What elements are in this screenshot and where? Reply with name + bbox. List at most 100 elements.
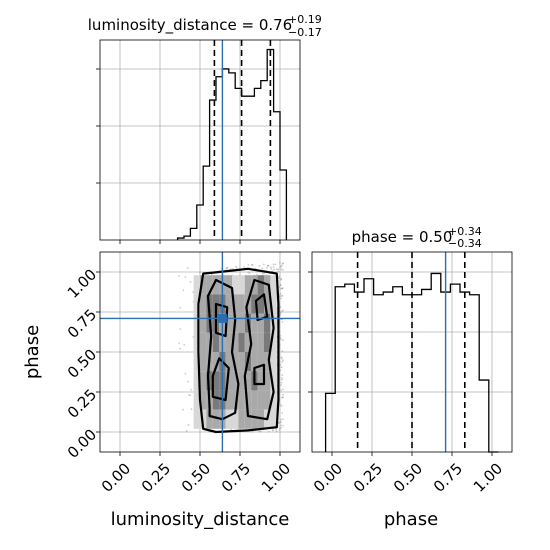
scatter-point — [279, 334, 282, 337]
luminosity-distance-marginal-grid — [96, 40, 300, 240]
density-cell-1 — [200, 275, 207, 295]
scatter-point — [226, 266, 229, 269]
scatter-point — [255, 273, 258, 276]
phase-lower-error: −0.34 — [448, 237, 482, 250]
inner-contour-4 — [253, 363, 266, 386]
phase-quantile-lines — [356, 252, 466, 452]
luminosity-distance-upper-error: +0.19 — [288, 13, 322, 26]
phase-upper-error: +0.34 — [448, 225, 482, 238]
scatter-point — [281, 374, 284, 377]
density-cell-62 — [257, 352, 264, 372]
scatter-point — [225, 268, 227, 270]
density-cell-66 — [200, 371, 207, 391]
joint-density-y-tick-labels: 0.00 0.25 0.50 0.75 1.00 — [64, 266, 100, 462]
luminosity-distance-median: 0.76 — [259, 16, 292, 34]
scatter-point — [272, 270, 274, 273]
scatter-point — [185, 430, 188, 432]
density-cell-48 — [251, 332, 258, 352]
density-cell-9 — [251, 275, 258, 295]
scatter-point — [182, 408, 184, 411]
scatter-point — [186, 267, 189, 270]
density-cell-57 — [225, 352, 232, 372]
scatter-point — [279, 292, 282, 295]
scatter-point — [268, 430, 270, 433]
density-cell-27 — [200, 313, 207, 333]
density-cell-72 — [238, 371, 245, 391]
density-cell-18 — [225, 294, 232, 314]
density-cell-55 — [212, 352, 220, 372]
scatter-point — [275, 428, 277, 431]
scatter-point — [270, 267, 273, 270]
scatter-point — [258, 264, 261, 267]
density-cell-50 — [264, 332, 271, 352]
joint-density-cells — [193, 275, 277, 429]
density-cell-83 — [225, 390, 232, 410]
density-cell-58 — [232, 352, 239, 372]
phase-histogram — [324, 272, 499, 453]
density-cell-12 — [270, 275, 277, 295]
scatter-point — [266, 266, 268, 269]
scatter-point — [280, 356, 283, 359]
phase-x-tick-label-0: 0.00 — [310, 460, 346, 496]
density-cell-76 — [264, 371, 271, 391]
scatter-point — [280, 426, 283, 429]
density-cell-90 — [270, 390, 277, 410]
density-cell-19 — [232, 294, 239, 314]
scatter-point — [248, 272, 251, 275]
scatter-point — [281, 377, 283, 379]
scatter-point — [279, 306, 282, 308]
density-cell-36 — [257, 313, 264, 333]
scatter-point — [187, 380, 189, 383]
density-cell-65 — [193, 371, 200, 391]
scatter-point — [190, 388, 193, 391]
density-cell-24 — [264, 294, 271, 314]
inner-contour-2 — [211, 357, 230, 402]
density-cell-84 — [232, 390, 239, 410]
luminosity-distance-x-tick-label-2: 0.50 — [178, 460, 214, 496]
density-cell-47 — [244, 332, 252, 352]
scatter-point — [281, 321, 284, 323]
scatter-point — [178, 342, 181, 345]
scatter-point — [273, 268, 276, 271]
scatter-point — [279, 313, 282, 316]
density-cell-93 — [206, 409, 213, 429]
density-cell-96 — [225, 409, 232, 429]
scatter-point — [282, 339, 284, 342]
joint-truth-marker — [217, 313, 227, 323]
phase-x-tick-label-1: 0.25 — [350, 460, 386, 496]
density-cell-26 — [193, 313, 200, 333]
scatter-point — [282, 359, 284, 362]
scatter-point — [262, 263, 265, 266]
joint-density-panel: 0.00 0.25 0.50 0.75 1.00 0.000.250.500.751.0… — [64, 251, 301, 496]
scatter-point — [261, 267, 264, 270]
scatter-point — [271, 429, 274, 432]
density-cell-77 — [270, 371, 277, 391]
density-cell-40 — [200, 332, 207, 352]
scatter-point — [278, 429, 281, 431]
density-cell-37 — [264, 313, 271, 333]
joint-density-x-tick-labels: 0.00 0.25 0.50 0.75 1.00 — [98, 452, 294, 496]
scatter-point — [179, 306, 182, 309]
density-cell-59 — [238, 352, 245, 372]
scatter-point — [280, 278, 282, 281]
inner-contour-1 — [243, 278, 275, 421]
luminosity-distance-x-tick-label-3: 0.75 — [218, 460, 254, 496]
scatter-point — [251, 263, 253, 266]
density-cell-53 — [200, 352, 207, 372]
scatter-point — [278, 277, 280, 279]
scatter-point — [280, 418, 282, 421]
density-cell-85 — [238, 390, 245, 410]
density-cell-23 — [257, 294, 264, 314]
density-cell-46 — [238, 332, 245, 352]
density-cell-70 — [225, 371, 232, 391]
scatter-point — [189, 394, 192, 397]
scatter-point — [281, 361, 283, 363]
luminosity-distance-x-tick-label-4: 1.00 — [258, 460, 294, 496]
density-cell-45 — [232, 332, 239, 352]
x-axis-label-luminosity-distance: luminosity_distance — [111, 509, 290, 530]
scatter-point — [280, 338, 282, 340]
scatter-point — [275, 430, 278, 433]
density-cell-88 — [257, 390, 264, 410]
luminosity-distance-histogram — [176, 48, 288, 240]
density-cell-33 — [238, 313, 245, 333]
